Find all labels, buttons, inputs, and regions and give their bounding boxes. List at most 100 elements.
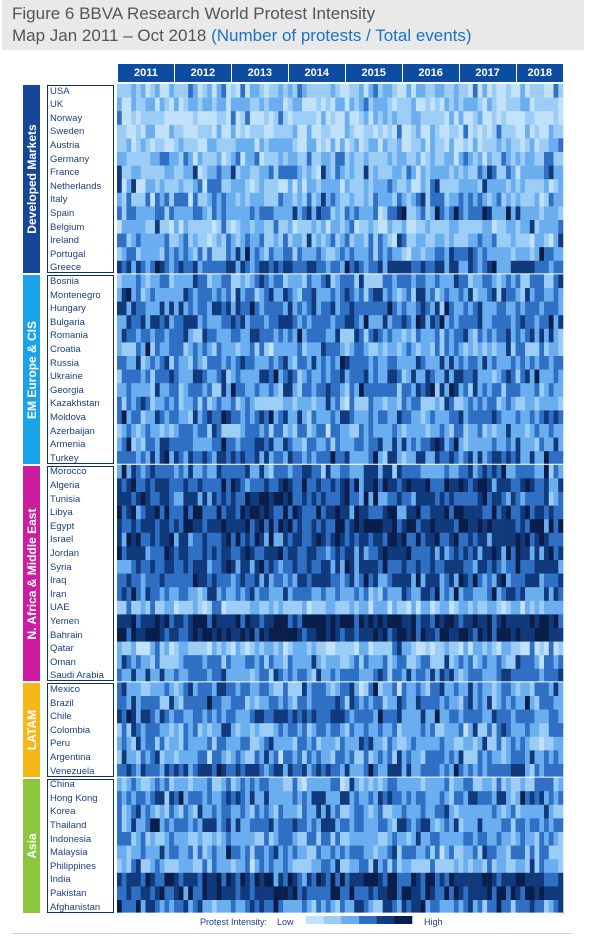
heatmap-cell [264, 315, 270, 330]
heatmap-cell [496, 696, 502, 710]
heatmap-cell [268, 233, 274, 248]
heatmap-cell [491, 84, 497, 98]
heatmap-cell [306, 709, 312, 724]
heatmap-cell [311, 206, 317, 221]
heatmap-cell [264, 152, 270, 166]
heatmap-cell [382, 519, 388, 534]
heatmap-cell [449, 492, 455, 506]
heatmap-cell [558, 519, 564, 534]
heatmap-cell [188, 328, 194, 343]
heatmap-cell [411, 668, 417, 683]
heatmap-cell [216, 410, 222, 425]
heatmap-cell [273, 233, 279, 248]
heatmap-cell [254, 573, 260, 588]
heatmap-cell [358, 192, 365, 207]
heatmap-cell [183, 764, 189, 778]
heatmap-cell [226, 410, 232, 425]
heatmap-cell [126, 274, 132, 289]
heatmap-cell [159, 492, 165, 506]
heatmap-cell [368, 696, 374, 710]
heatmap-cell [264, 519, 270, 534]
heatmap-cell [420, 301, 426, 316]
heatmap-cell [468, 369, 474, 384]
heatmap-cell [330, 179, 336, 194]
heatmap-cell [135, 111, 142, 126]
heatmap-cell [249, 750, 255, 765]
heatmap-cell [340, 451, 346, 466]
heatmap-cell [230, 519, 236, 534]
heatmap-cell [444, 301, 450, 316]
heatmap-cell [202, 614, 208, 629]
heatmap-cell [344, 560, 350, 574]
heatmap-cell [268, 546, 274, 561]
heatmap-cell [117, 247, 123, 262]
heatmap-cell [330, 532, 336, 547]
heatmap-cell [207, 532, 213, 547]
heatmap-cell [150, 451, 156, 466]
heatmap-cell [468, 410, 474, 425]
country-label: China [50, 779, 75, 791]
heatmap-cell [354, 84, 360, 98]
heatmap-cell [430, 655, 436, 670]
heatmap-cell [396, 723, 402, 738]
heatmap-cell [254, 655, 260, 670]
heatmap-cell [534, 220, 540, 234]
heatmap-cell [377, 437, 383, 452]
heatmap-cell [439, 152, 445, 166]
heatmap-cell [283, 560, 289, 574]
heatmap-cell [529, 179, 535, 194]
heatmap-cell [178, 396, 184, 411]
heatmap-cell [354, 97, 360, 112]
heatmap-cell [150, 519, 156, 534]
heatmap-cell [501, 750, 507, 765]
heatmap-cell [439, 247, 445, 262]
heatmap-cell [392, 84, 398, 98]
heatmap-cell [321, 233, 327, 248]
heatmap-cell [216, 519, 222, 534]
heatmap-cell [482, 315, 488, 330]
heatmap-cell [126, 777, 132, 792]
heatmap-cell [510, 451, 516, 466]
heatmap-cell [349, 750, 355, 765]
heatmap-cell [226, 315, 232, 330]
heatmap-cell [330, 342, 336, 357]
heatmap-cell [207, 764, 213, 778]
heatmap-cell [515, 492, 521, 506]
country-label: Argentina [50, 751, 91, 763]
heatmap-cell [406, 451, 412, 466]
heatmap-cell [458, 328, 464, 343]
heatmap-cell [321, 369, 327, 384]
heatmap-cell [117, 260, 123, 275]
heatmap-cell [117, 342, 123, 357]
heatmap-cell [221, 560, 227, 574]
heatmap-cell [178, 206, 184, 221]
heatmap-cell [173, 696, 179, 710]
heatmap-cell [169, 138, 175, 153]
heatmap-cell [230, 587, 236, 602]
heatmap-cell [330, 641, 336, 656]
heatmap-cell [169, 641, 175, 656]
heatmap-cell [183, 288, 189, 302]
heatmap-cell [192, 179, 198, 194]
heatmap-cell [506, 410, 512, 425]
heatmap-cell [515, 750, 521, 765]
heatmap-cell [472, 111, 478, 126]
heatmap-cell [534, 696, 540, 710]
heatmap-cell [145, 206, 151, 221]
heatmap-cell [430, 315, 436, 330]
heatmap-cell [140, 764, 146, 778]
heatmap-cell [321, 383, 327, 398]
heatmap-cell [358, 342, 365, 357]
heatmap-cell [230, 546, 236, 561]
heatmap-cell [131, 764, 137, 778]
heatmap-cell [349, 560, 355, 574]
heatmap-cell [444, 152, 450, 166]
heatmap-cell [534, 492, 540, 506]
heatmap-cell [558, 274, 564, 289]
heatmap-cell [221, 532, 227, 547]
heatmap-cell [254, 709, 260, 724]
heatmap-cell [192, 451, 198, 466]
heatmap-cell [230, 505, 236, 520]
heatmap-cell [439, 478, 445, 493]
heatmap-cell [354, 723, 360, 738]
